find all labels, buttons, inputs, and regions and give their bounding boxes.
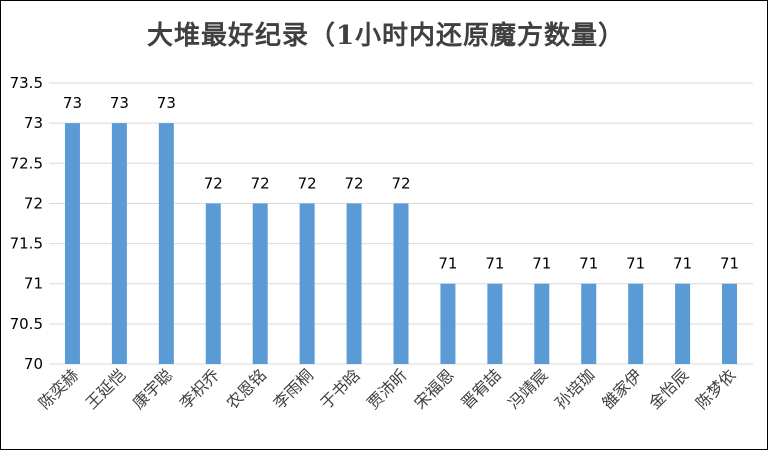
bar [64, 123, 80, 365]
bars [64, 123, 738, 365]
bar [393, 203, 409, 364]
data-labels: 73 73 73 72 72 72 72 72 71 71 71 71 71 71 71 [63, 94, 739, 273]
bar [158, 123, 174, 365]
category-label: 李雨桐 [270, 365, 317, 412]
bar [487, 283, 503, 364]
data-label: 71 [673, 255, 692, 273]
bar [534, 283, 550, 364]
y-tick-label: 71 [24, 275, 43, 293]
bar [346, 203, 362, 364]
data-label: 72 [298, 174, 317, 192]
y-tick-label: 70.5 [10, 315, 43, 333]
category-label: 康宇聪 [129, 365, 176, 412]
bar [581, 283, 597, 364]
data-label: 71 [438, 255, 457, 273]
category-label: 晋宥喆 [457, 365, 504, 412]
data-label: 73 [110, 94, 129, 112]
data-label: 71 [579, 255, 598, 273]
y-tick-label: 72 [24, 194, 43, 212]
y-axis-ticks: 70 70.5 71 71.5 72 72.5 73 73.5 [10, 74, 43, 373]
data-label: 72 [251, 174, 270, 192]
data-label: 72 [391, 174, 410, 192]
data-label: 72 [204, 174, 223, 192]
chart-title: 大堆最好纪录（1小时内还原魔方数量） [146, 21, 626, 51]
category-label: 陈梦依 [692, 365, 739, 412]
bar [722, 283, 738, 364]
category-label: 农恩铭 [223, 365, 270, 412]
bar [628, 283, 644, 364]
category-label: 冯靖宸 [504, 365, 551, 412]
data-label: 71 [720, 255, 739, 273]
y-tick-label: 72.5 [10, 154, 43, 172]
bar [205, 203, 221, 364]
data-label: 72 [345, 174, 364, 192]
category-label: 李枳乔 [176, 365, 223, 412]
category-label: 贾沛昕 [363, 365, 410, 412]
y-tick-label: 73.5 [10, 74, 43, 92]
bar [111, 123, 127, 365]
y-tick-label: 73 [24, 114, 43, 132]
category-labels: 陈奕赫 王延恺 康宇聪 李枳乔 农恩铭 李雨桐 于书晗 贾沛昕 宋福恩 晋宥喆 冯靖宸 孙培珈 雒家伊金… [35, 365, 739, 412]
y-tick-label: 71.5 [10, 235, 43, 253]
bar [440, 283, 456, 364]
data-label: 73 [157, 94, 176, 112]
data-label: 71 [485, 255, 504, 273]
category-label: 于书晗 [317, 365, 364, 412]
bar [252, 203, 268, 364]
category-label: 雒家伊 [598, 365, 645, 412]
category-label: 王延恺 [82, 365, 129, 412]
category-label: 孙培珈 [551, 365, 598, 412]
data-label: 71 [532, 255, 551, 273]
bar [675, 283, 691, 364]
data-label: 73 [63, 94, 82, 112]
data-label: 71 [626, 255, 645, 273]
category-label: 宋福恩 [410, 365, 457, 412]
bar [299, 203, 315, 364]
category-label: 金怡辰 [645, 365, 692, 412]
y-tick-label: 70 [24, 355, 43, 373]
